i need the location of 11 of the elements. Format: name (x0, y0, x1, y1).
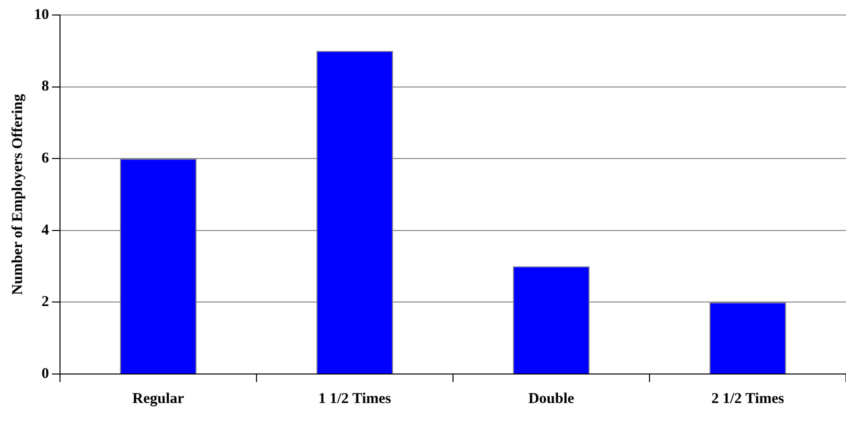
y-tick-label: 8 (42, 78, 49, 95)
y-tick-label: 6 (42, 150, 50, 166)
y-tick-label: 10 (34, 6, 49, 23)
y-tick-label: 2 (42, 294, 49, 310)
x-tick-label: 1 1/2 Times (318, 390, 392, 407)
y-tick-label: 4 (42, 222, 50, 238)
x-tick-label: Double (528, 390, 575, 407)
x-tick-label: Regular (132, 390, 184, 407)
y-axis-title: Number of Employers Offering (10, 94, 26, 295)
x-tick-label: 2 1/2 Times (711, 390, 784, 407)
y-tick-label: 0 (42, 366, 49, 382)
